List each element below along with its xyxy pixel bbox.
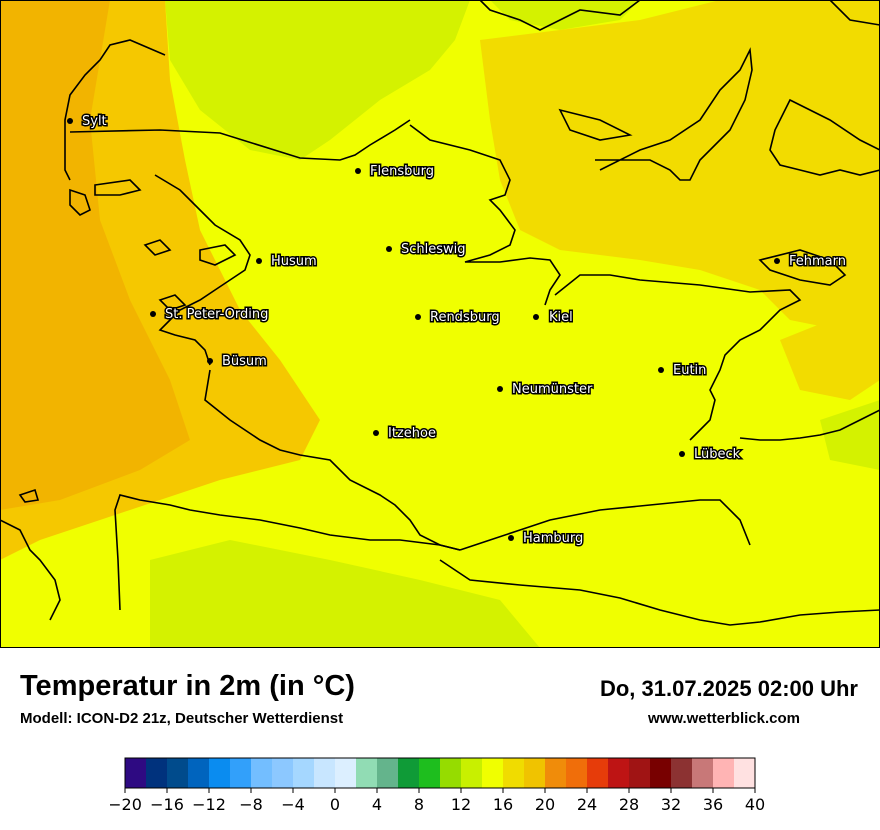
legend-swatch [230, 758, 252, 788]
legend-tick-label: 40 [745, 795, 765, 814]
svg-text:Husum: Husum [271, 254, 317, 269]
city-hamburg: Hamburg [508, 530, 585, 548]
legend-tick-label: 20 [535, 795, 555, 814]
warm-zone-northsea [0, 0, 190, 510]
legend-tick-label: 28 [619, 795, 639, 814]
legend-swatch [545, 758, 567, 788]
legend-swatch [524, 758, 546, 788]
legend-tick-label: 24 [577, 795, 597, 814]
legend-tick-label: −16 [150, 795, 184, 814]
legend-swatch [188, 758, 210, 788]
cool-zone-south [150, 540, 540, 648]
legend-tick-label: 0 [330, 795, 340, 814]
legend-swatch [692, 758, 714, 788]
color-legend: −20 −16 −12 −8 −4 0 4 8 12 16 20 24 28 32 36 40 [108, 755, 770, 825]
temperature-map: Sylt Flensburg Schleswig Husum Fehmarn S… [0, 0, 880, 648]
legend-swatch [608, 758, 630, 788]
svg-text:Neumünster: Neumünster [512, 382, 593, 397]
legend-swatch [167, 758, 189, 788]
legend-swatch [440, 758, 462, 788]
city-buesum: Büsum [207, 353, 268, 371]
svg-text:Flensburg: Flensburg [370, 164, 434, 179]
legend-swatch [293, 758, 315, 788]
model-subtitle: Modell: ICON-D2 21z, Deutscher Wetterdie… [20, 710, 344, 727]
website-link[interactable]: www.wetterblick.com [648, 710, 800, 727]
legend-swatch [419, 758, 441, 788]
legend-swatch [503, 758, 525, 788]
legend-tick-label: 8 [414, 795, 424, 814]
legend-tick-label: −8 [239, 795, 263, 814]
svg-text:Büsum: Büsum [222, 354, 267, 369]
legend-swatch [671, 758, 693, 788]
legend-swatch [461, 758, 483, 788]
cool-zone-baltic [490, 0, 640, 30]
legend-tick-label: 36 [703, 795, 723, 814]
legend-swatch [482, 758, 504, 788]
city-sylt: Sylt [67, 113, 108, 131]
city-kiel: Kiel [533, 309, 574, 327]
city-rendsburg: Rendsburg [415, 309, 501, 327]
legend-swatch [335, 758, 357, 788]
legend-tick-label: 32 [661, 795, 681, 814]
legend-swatch [650, 758, 672, 788]
city-luebeck: Lübeck [679, 446, 742, 464]
svg-text:Rendsburg: Rendsburg [430, 310, 500, 325]
svg-text:Schleswig: Schleswig [401, 242, 466, 257]
legend-swatch [734, 758, 756, 788]
legend-swatch [251, 758, 273, 788]
city-husum: Husum [256, 253, 318, 271]
legend-tick-label: 4 [372, 795, 382, 814]
svg-text:Itzehoe: Itzehoe [388, 426, 436, 441]
city-fehmarn: Fehmarn [774, 253, 848, 271]
legend-frame [124, 757, 756, 789]
warm-zone-fehmarn-belt [780, 300, 880, 400]
forecast-datetime: Do, 31.07.2025 02:00 Uhr [599, 676, 858, 701]
legend-swatch [713, 758, 735, 788]
svg-text:Lübeck: Lübeck [694, 447, 741, 462]
legend-swatch [587, 758, 609, 788]
svg-text:Kiel: Kiel [549, 310, 573, 325]
city-schleswig: Schleswig [386, 241, 467, 259]
legend-swatch [209, 758, 231, 788]
legend-tick-label: −20 [110, 795, 142, 814]
svg-text:Fehmarn: Fehmarn [789, 254, 846, 269]
legend-swatch [377, 758, 399, 788]
city-eutin: Eutin [658, 362, 708, 380]
city-markers: Sylt Flensburg Schleswig Husum Fehmarn S… [67, 113, 848, 548]
legend-swatch [398, 758, 420, 788]
legend-swatch [125, 758, 147, 788]
svg-text:Eutin: Eutin [673, 363, 706, 378]
svg-text:Sylt: Sylt [82, 114, 107, 129]
map-title: Temperatur in 2m (in °C) [20, 670, 355, 702]
cool-zone-north [165, 0, 470, 160]
coastlines [0, 0, 880, 626]
svg-text:St. Peter-Ording: St. Peter-Ording [165, 307, 268, 322]
city-st-peter-ording: St. Peter-Ording [150, 306, 270, 324]
city-flensburg: Flensburg [355, 163, 435, 181]
legend-swatch [629, 758, 651, 788]
legend-swatch [356, 758, 378, 788]
legend-tick-label: 12 [451, 795, 471, 814]
city-itzehoe: Itzehoe [373, 425, 437, 443]
legend-swatch [272, 758, 294, 788]
legend-swatch [146, 758, 168, 788]
legend-swatch [566, 758, 588, 788]
legend-canvas: −20 −16 −12 −8 −4 0 4 8 12 16 20 24 28 32 36 40 [108, 757, 765, 814]
legend-swatch [314, 758, 336, 788]
legend-tick-label: −4 [281, 795, 305, 814]
legend-tick-label: 16 [493, 795, 513, 814]
svg-text:Hamburg: Hamburg [523, 531, 583, 546]
map-canvas: Sylt Flensburg Schleswig Husum Fehmarn S… [0, 0, 880, 648]
warm-zone-baltic [480, 0, 880, 330]
city-neumuenster: Neumünster [497, 381, 594, 399]
legend-tick-label: −12 [192, 795, 226, 814]
